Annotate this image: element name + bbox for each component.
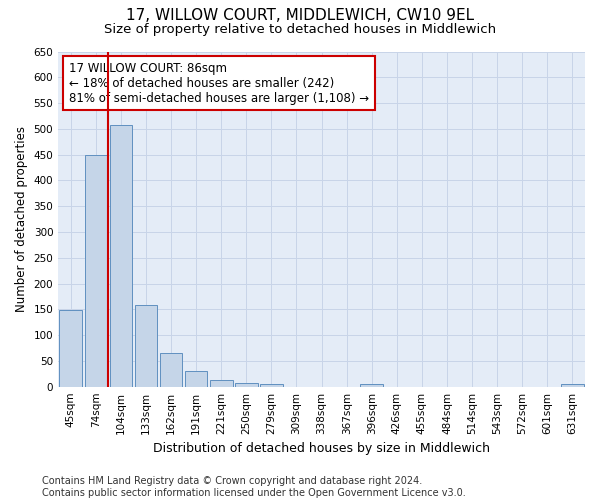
Bar	[85, 154, 107, 386]
Bar	[561, 384, 584, 386]
Bar	[210, 380, 233, 386]
Y-axis label: Number of detached properties: Number of detached properties	[15, 126, 28, 312]
Bar	[134, 304, 157, 386]
Text: Contains HM Land Registry data © Crown copyright and database right 2024.
Contai: Contains HM Land Registry data © Crown c…	[42, 476, 466, 498]
Bar	[59, 310, 82, 386]
Text: 17, WILLOW COURT, MIDDLEWICH, CW10 9EL: 17, WILLOW COURT, MIDDLEWICH, CW10 9EL	[126, 8, 474, 22]
Bar	[160, 353, 182, 386]
Bar	[361, 384, 383, 386]
Bar	[235, 383, 257, 386]
X-axis label: Distribution of detached houses by size in Middlewich: Distribution of detached houses by size …	[153, 442, 490, 455]
Text: Size of property relative to detached houses in Middlewich: Size of property relative to detached ho…	[104, 22, 496, 36]
Bar	[110, 125, 132, 386]
Bar	[185, 371, 208, 386]
Text: 17 WILLOW COURT: 86sqm
← 18% of detached houses are smaller (242)
81% of semi-de: 17 WILLOW COURT: 86sqm ← 18% of detached…	[69, 62, 369, 104]
Bar	[260, 384, 283, 386]
